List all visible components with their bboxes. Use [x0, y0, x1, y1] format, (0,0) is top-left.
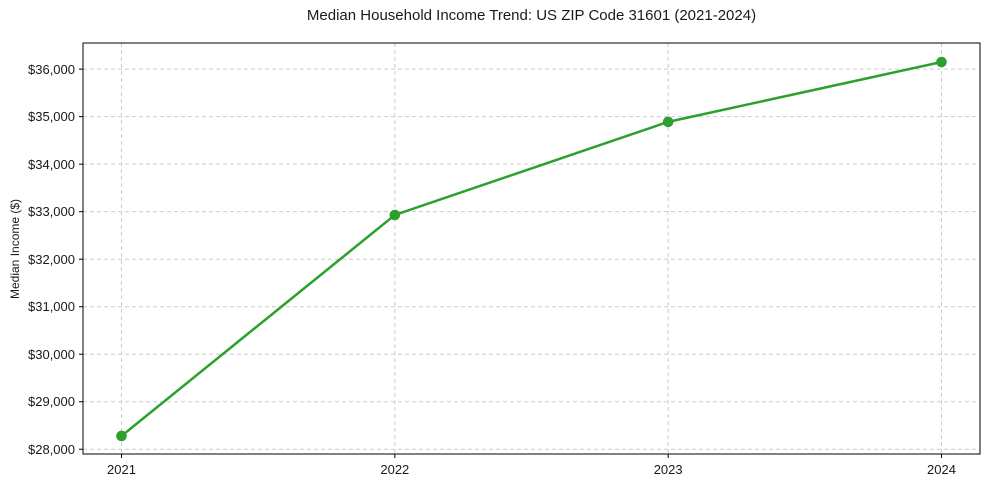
y-tick-label: $29,000 — [28, 394, 75, 410]
y-tick-label: $35,000 — [28, 109, 75, 125]
x-tick-label: 2022 — [380, 462, 410, 477]
y-tick-label: $34,000 — [28, 156, 75, 172]
trend-line — [120, 60, 943, 438]
data-point-marker — [936, 56, 947, 68]
x-tick-label: 2024 — [927, 462, 956, 477]
y-tick-label: $36,000 — [28, 61, 75, 77]
y-tick-label: $28,000 — [28, 441, 75, 457]
data-point-marker — [662, 116, 674, 128]
x-tick-label: 2023 — [653, 462, 683, 477]
plot-border — [82, 42, 981, 455]
data-point-marker — [389, 209, 401, 221]
y-tick-label: $30,000 — [28, 346, 75, 362]
y-tick-label: $31,000 — [28, 299, 75, 315]
y-tick-label: $32,000 — [28, 251, 75, 267]
x-tick-label: 2021 — [107, 462, 136, 477]
data-point-marker — [116, 430, 127, 442]
chart-title: Median Household Income Trend: US ZIP Co… — [306, 7, 757, 24]
y-tick-label: $33,000 — [28, 204, 75, 220]
